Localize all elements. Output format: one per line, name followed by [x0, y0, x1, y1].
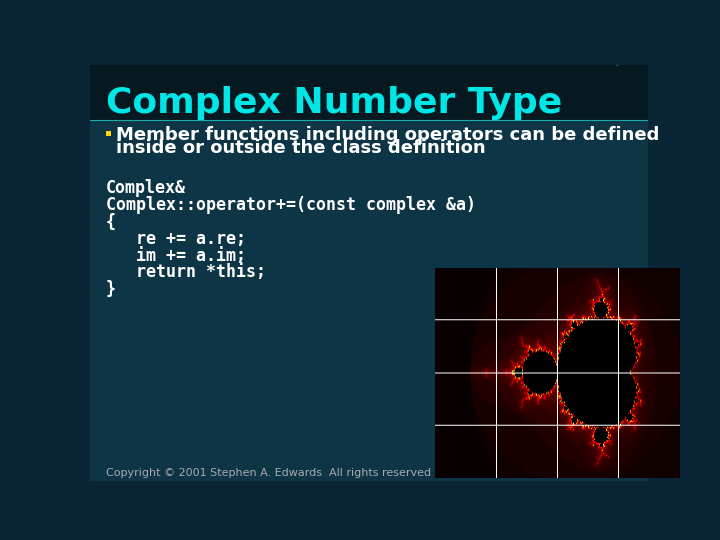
Text: {: {	[106, 213, 115, 231]
Text: Copyright © 2001 Stephen A. Edwards  All rights reserved: Copyright © 2001 Stephen A. Edwards All …	[106, 468, 431, 478]
Text: im += a.im;: im += a.im;	[106, 247, 246, 265]
Text: Complex&: Complex&	[106, 179, 186, 197]
Bar	[90, 120, 648, 481]
Text: re += a.re;: re += a.re;	[106, 230, 246, 247]
Text: Complex::operator+=(const complex &a): Complex::operator+=(const complex &a)	[106, 195, 475, 214]
Bar	[106, 131, 111, 137]
Text: Member functions including operators can be defined: Member functions including operators can…	[117, 126, 660, 144]
Text: return *this;: return *this;	[106, 264, 266, 281]
Bar	[90, 65, 648, 120]
Text: Complex Number Type: Complex Number Type	[106, 86, 562, 120]
Text: inside or outside the class definition: inside or outside the class definition	[117, 139, 486, 157]
Text: }: }	[106, 280, 115, 299]
